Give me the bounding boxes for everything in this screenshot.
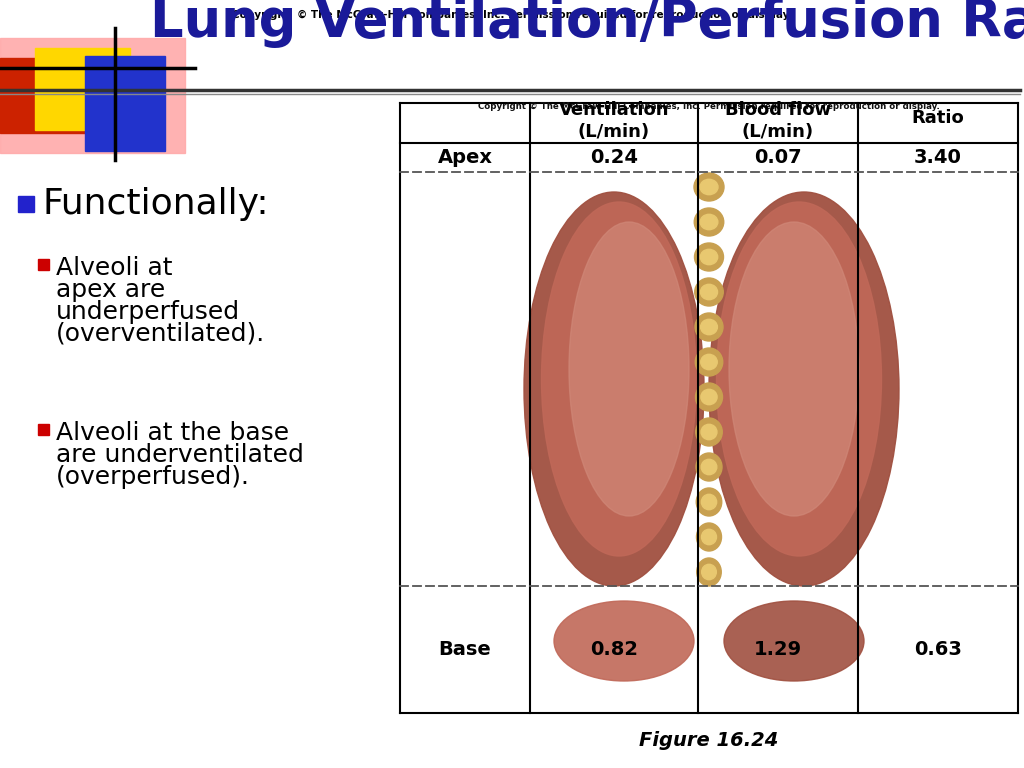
Text: underperfused: underperfused	[56, 300, 240, 324]
Ellipse shape	[694, 208, 724, 236]
Ellipse shape	[554, 601, 694, 681]
Bar	[0, 58, 95, 133]
Bar	[38, 259, 49, 270]
Bar	[18, 196, 34, 212]
Text: 0.24: 0.24	[590, 148, 638, 167]
Ellipse shape	[695, 348, 723, 376]
Ellipse shape	[524, 192, 705, 586]
Text: Alveoli at the base: Alveoli at the base	[56, 421, 289, 445]
Text: 1.29: 1.29	[754, 640, 802, 659]
Bar	[0, 38, 185, 153]
Ellipse shape	[701, 424, 717, 440]
Ellipse shape	[542, 202, 696, 556]
Ellipse shape	[695, 383, 723, 411]
Ellipse shape	[700, 389, 717, 405]
Text: 0.07: 0.07	[755, 148, 802, 167]
Text: 0.63: 0.63	[914, 640, 962, 659]
Text: Ratio: Ratio	[911, 109, 965, 127]
Ellipse shape	[701, 495, 717, 510]
Ellipse shape	[696, 453, 722, 481]
Ellipse shape	[700, 214, 718, 230]
Bar	[400, 103, 1018, 713]
Text: Alveoli at: Alveoli at	[56, 256, 172, 280]
Ellipse shape	[696, 558, 721, 586]
Bar	[35, 48, 130, 130]
Ellipse shape	[696, 488, 722, 516]
Ellipse shape	[700, 319, 718, 335]
Ellipse shape	[701, 564, 717, 580]
Text: Figure 16.24: Figure 16.24	[639, 730, 778, 750]
Ellipse shape	[569, 222, 689, 516]
Text: Base: Base	[438, 640, 492, 659]
Ellipse shape	[709, 192, 899, 586]
Text: are underventilated: are underventilated	[56, 443, 304, 467]
Text: Apex: Apex	[437, 148, 493, 167]
Ellipse shape	[724, 601, 864, 681]
Text: Functionally:: Functionally:	[42, 187, 268, 221]
Ellipse shape	[695, 418, 722, 446]
Ellipse shape	[694, 278, 723, 306]
Text: (overventilated).: (overventilated).	[56, 322, 265, 346]
Text: 3.40: 3.40	[914, 148, 962, 167]
Ellipse shape	[694, 243, 724, 271]
Ellipse shape	[695, 313, 723, 341]
Ellipse shape	[700, 354, 717, 369]
Ellipse shape	[700, 250, 718, 265]
Ellipse shape	[717, 202, 882, 556]
Text: Copyright  © The McGraw-Hill Companies, Inc. Permission required for reproductio: Copyright © The McGraw-Hill Companies, I…	[231, 10, 793, 20]
Text: Copyright © The McGraw-Hill Companies, Inc. Permission required for reproduction: Copyright © The McGraw-Hill Companies, I…	[478, 102, 940, 111]
Bar	[85, 56, 165, 151]
Text: apex are: apex are	[56, 278, 165, 302]
Ellipse shape	[701, 459, 717, 475]
Ellipse shape	[729, 222, 859, 516]
Text: Blood flow
(L/min): Blood flow (L/min)	[725, 101, 831, 141]
Text: Lung Ventilation/Perfusion Ratios: Lung Ventilation/Perfusion Ratios	[150, 0, 1024, 48]
Text: 0.82: 0.82	[590, 640, 638, 659]
Bar	[38, 424, 49, 435]
Ellipse shape	[696, 523, 722, 551]
Ellipse shape	[701, 529, 717, 545]
Ellipse shape	[694, 173, 724, 201]
Text: Ventilation
(L/min): Ventilation (L/min)	[559, 101, 670, 141]
Text: (overperfused).: (overperfused).	[56, 465, 250, 489]
Ellipse shape	[700, 179, 718, 195]
Ellipse shape	[700, 284, 718, 300]
